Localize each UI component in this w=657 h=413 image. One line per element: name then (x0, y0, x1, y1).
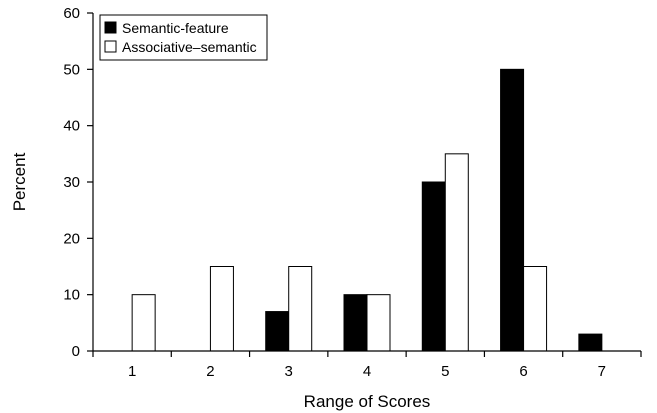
bar-associative-semantic (131, 294, 156, 352)
y-axis-ticks: 0 10 20 30 40 50 60 (63, 5, 93, 360)
legend-swatch-associative-semantic (104, 40, 117, 53)
x-axis-ticks: 1 2 3 4 5 6 7 (92, 351, 642, 380)
x-tick-label: 3 (285, 363, 293, 380)
bar-associative-semantic (288, 266, 313, 352)
y-axis-title: Percent (10, 152, 29, 211)
y-tick-label: 10 (63, 287, 80, 304)
y-tick-label: 30 (63, 174, 80, 191)
x-tick-label: 6 (519, 363, 527, 380)
bars (131, 68, 603, 352)
x-tick-label: 2 (206, 363, 214, 380)
legend-box (99, 14, 268, 61)
x-tick-label: 7 (598, 363, 606, 380)
y-tick-label: 60 (63, 5, 80, 22)
legend-label-associative-semantic: Associative–semantic (122, 39, 257, 55)
bar-semantic-feature (421, 181, 446, 352)
x-tick-label: 5 (441, 363, 449, 380)
bar-semantic-feature (343, 294, 368, 352)
x-axis-title: Range of Scores (304, 392, 431, 411)
y-tick-label: 0 (72, 343, 80, 360)
x-tick-label: 4 (363, 363, 371, 380)
bar-semantic-feature (500, 68, 525, 352)
y-tick-label: 40 (63, 118, 80, 135)
bar-semantic-feature (265, 311, 290, 352)
bar-semantic-feature (578, 333, 603, 352)
bar-associative-semantic (444, 153, 469, 352)
bar-associative-semantic (523, 266, 548, 352)
legend: Semantic-feature Associative–semantic (99, 14, 268, 61)
legend-label-semantic-feature: Semantic-feature (122, 20, 229, 36)
bar-associative-semantic (209, 266, 234, 352)
bar-associative-semantic (366, 294, 391, 352)
x-tick-label: 1 (128, 363, 136, 380)
y-tick-label: 20 (63, 230, 80, 247)
y-tick-label: 50 (63, 61, 80, 78)
legend-swatch-semantic-feature (104, 21, 117, 34)
